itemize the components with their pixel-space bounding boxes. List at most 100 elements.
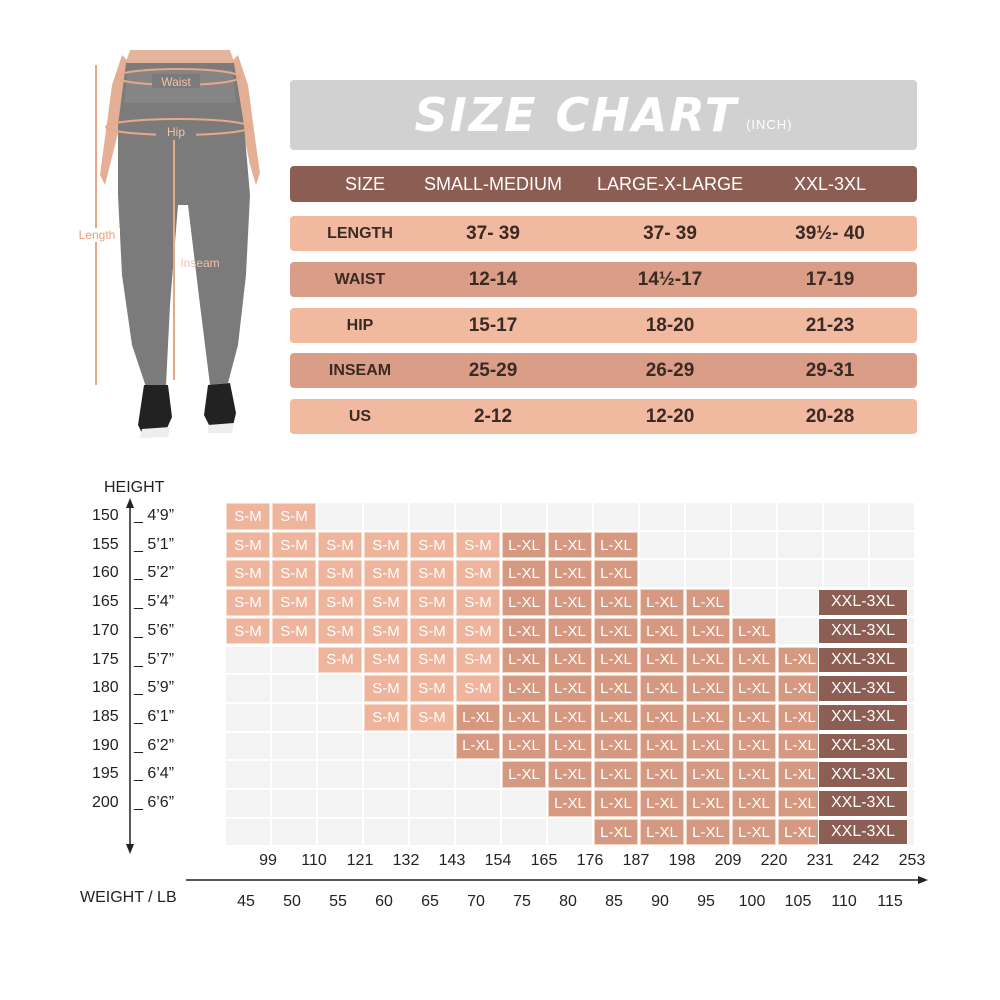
table-row-hip: HIP 15-17 18-20 21-23 (290, 308, 917, 343)
grid-empty-cell (364, 503, 408, 530)
grid-cell-xxl: XXL-3XL (818, 617, 908, 645)
weight-kg-label: 70 (467, 893, 485, 910)
weight-lb-label: 220 (760, 852, 788, 869)
grid-cell-sm: S-M (272, 589, 316, 616)
grid-cell-sm: S-M (364, 589, 408, 616)
weight-lb-label: 110 (301, 852, 327, 869)
grid-cell-sm: S-M (410, 646, 454, 674)
grid-cell-xxl: XXL-3XL (818, 646, 908, 674)
height-cm-label: 185 (92, 707, 119, 725)
grid-cell-lxl: L-XL (594, 732, 638, 760)
grid-cell-lxl: L-XL (548, 560, 592, 588)
waist-label: Waist (161, 75, 191, 89)
grid-empty-cell (318, 732, 362, 760)
grid-empty-cell (410, 790, 454, 817)
height-ft-label: _ 6’4” (134, 765, 175, 783)
grid-empty-cell (318, 703, 362, 731)
grid-cell-sm: S-M (364, 703, 408, 731)
height-cm-label: 170 (92, 621, 119, 639)
grid-cell-lxl: L-XL (686, 589, 730, 616)
row-value: 29-31 (805, 359, 855, 381)
weight-kg-label: 80 (559, 893, 577, 910)
grid-cell-lxl: L-XL (456, 732, 500, 760)
row-value: 21-23 (805, 314, 855, 336)
weight-lb-label: 187 (622, 852, 650, 869)
grid-cell-lxl: L-XL (502, 646, 546, 674)
weight-lb-label: 154 (484, 852, 512, 869)
height-ft-label: _ 6’1” (134, 707, 175, 725)
row-label: LENGTH (327, 224, 393, 242)
grid-cell-sm: S-M (456, 560, 500, 588)
leggings-model-illustration: Waist Hip Length Inseam (74, 50, 260, 438)
weight-kg-label: 115 (877, 893, 903, 910)
row-label: HIP (346, 316, 374, 334)
grid-cell-lxl: L-XL (778, 732, 822, 760)
grid-cell-lxl: L-XL (732, 675, 776, 702)
weight-lb-label: 198 (668, 852, 696, 869)
weight-kg-label: 85 (605, 893, 623, 910)
grid-empty-cell (456, 503, 500, 530)
grid-cell-sm: S-M (318, 531, 362, 559)
grid-cell-sm: S-M (410, 617, 454, 645)
row-value: 39½- 40 (795, 222, 865, 244)
grid-cell-lxl: L-XL (594, 818, 638, 846)
weight-kg-label: 65 (421, 893, 439, 910)
grid-cell-lxl: L-XL (594, 703, 638, 731)
grid-empty-cell (226, 818, 270, 846)
height-cm-label: 175 (92, 650, 119, 668)
grid-cell-sm: S-M (364, 560, 408, 588)
grid-empty-cell (364, 761, 408, 788)
weight-kg-label: 45 (237, 893, 255, 910)
inseam-label: Inseam (180, 256, 219, 270)
grid-cell-lxl: L-XL (778, 818, 822, 846)
height-ft-label: _ 6’2” (134, 736, 175, 754)
weight-kg-label: 75 (513, 893, 531, 910)
size-table-header: SIZE SMALL-MEDIUM LARGE-X-LARGE XXL-3XL (290, 166, 917, 202)
row-value: 26-29 (645, 359, 695, 381)
grid-cell-lxl: L-XL (732, 703, 776, 731)
size-chart-title: SIZE CHART (414, 88, 739, 142)
grid-empty-cell (456, 790, 500, 817)
grid-cell-xxl: XXL-3XL (818, 732, 908, 760)
grid-cell-lxl: L-XL (502, 732, 546, 760)
grid-cell-lxl: L-XL (548, 531, 592, 559)
grid-empty-cell (364, 818, 408, 846)
table-row-length: LENGTH 37- 39 37- 39 39½- 40 (290, 216, 917, 251)
grid-empty-cell (686, 503, 730, 530)
row-value: 12-14 (468, 268, 518, 290)
grid-cell-lxl: L-XL (778, 703, 822, 731)
height-ft-label: _ 4’9” (134, 507, 175, 524)
grid-empty-cell (594, 503, 638, 530)
grid-cell-sm: S-M (272, 560, 316, 588)
grid-cell-lxl: L-XL (548, 703, 592, 731)
grid-empty-cell (502, 818, 546, 846)
grid-cell-sm: S-M (226, 589, 270, 616)
grid-cell-lxl: L-XL (594, 560, 638, 588)
weight-kg-label: 100 (738, 893, 766, 910)
row-value: 20-28 (805, 405, 855, 427)
grid-empty-cell (318, 675, 362, 702)
grid-cell-lxl: L-XL (594, 617, 638, 645)
grid-empty-cell (364, 732, 408, 760)
grid-cell-sm: S-M (364, 675, 408, 702)
grid-cell-lxl: L-XL (502, 761, 546, 788)
height-ft-label: _ 5’4” (134, 593, 175, 611)
weight-lb-label: 231 (806, 852, 834, 869)
weight-lb-label: 132 (392, 852, 420, 869)
grid-cell-sm: S-M (456, 646, 500, 674)
grid-cell-lxl: L-XL (502, 589, 546, 616)
grid-cell-sm: S-M (410, 589, 454, 616)
grid-cell-sm: S-M (410, 560, 454, 588)
unit-label: (INCH) (746, 116, 793, 132)
grid-cell-lxl: L-XL (594, 761, 638, 788)
height-cm-label: 200 (92, 794, 119, 811)
weight-kg-label: 60 (375, 893, 393, 910)
grid-empty-cell (732, 560, 776, 588)
grid-empty-cell (732, 531, 776, 559)
grid-cell-lxl: L-XL (686, 703, 730, 731)
weight-axis-title: WEIGHT / LB (80, 889, 177, 906)
grid-cell-lxl: L-XL (686, 761, 730, 788)
grid-cell-sm: S-M (364, 617, 408, 645)
grid-cell-sm: S-M (364, 646, 408, 674)
grid-cell-sm: S-M (410, 703, 454, 731)
